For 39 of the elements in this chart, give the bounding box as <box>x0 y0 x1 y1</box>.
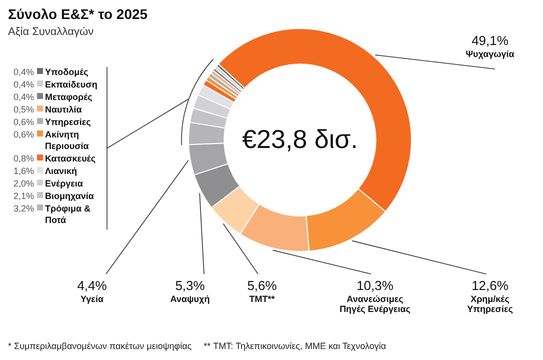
data-label: 0,4% <box>13 80 34 90</box>
chart-title: Σύνολο Ε&Σ* το 2025 <box>8 6 148 22</box>
legend-label: Μεταφορές <box>45 92 93 102</box>
legend-label: Ενέργεια <box>45 178 84 188</box>
legend-label: Υποδομές <box>45 67 89 77</box>
legend-label: Ακίνητη Περιουσία <box>45 130 90 151</box>
data-label: 1,6% <box>13 166 34 176</box>
chart-subtitle: Αξία Συναλλαγών <box>8 26 94 38</box>
data-label: 0,4% <box>13 92 34 102</box>
legend-label: Ναυτιλία <box>45 104 82 114</box>
data-label: 0,6% <box>13 130 34 140</box>
data-label: 5,6% <box>247 278 278 293</box>
legend-label: Εκπαίδευση <box>45 80 98 90</box>
legend-label: Βιομηχανία <box>45 191 94 201</box>
data-label: 0,6% <box>13 117 34 127</box>
data-label: 4,4% <box>77 278 108 293</box>
text: * Συμπεριλαμβανομένων πακέτων μειοψηφίας <box>8 341 192 351</box>
legend-label: Λιανική <box>45 166 78 176</box>
slice-label: Αναψυχή <box>170 294 210 304</box>
data-label: 2,0% <box>13 178 34 188</box>
text: ** TMT: Τηλεπικοινωνίες, ΜΜΕ και Τεχνολογία <box>204 341 386 351</box>
data-label: 2,1% <box>13 191 34 201</box>
data-label: 3,2% <box>13 204 34 214</box>
data-label: 12,6% <box>472 278 509 293</box>
legend-label: Υπηρεσίες <box>45 117 92 127</box>
slice-label: Χρημ/κές Υπηρεσίες <box>467 294 514 314</box>
legend-label: Τρόφιμα & Ποτά <box>45 204 92 225</box>
data-label: 0,8% <box>13 154 34 164</box>
text: €23,8 δισ. <box>241 124 359 155</box>
data-label: 49,1% <box>472 33 509 48</box>
data-label: 10,3% <box>356 278 394 293</box>
data-label: 0,4% <box>13 67 34 77</box>
data-label: 0,5% <box>13 104 34 114</box>
data-label: 5,3% <box>175 278 206 293</box>
legend-label: Κατασκευές <box>45 154 96 164</box>
slice-label: TMT** <box>249 294 276 304</box>
slice-label: Υγεία <box>80 294 104 304</box>
slice-label: Ψυχαγωγία <box>466 49 515 59</box>
slice-label: Ανανεώσιμες Πηγές Ενέργειας <box>340 294 411 314</box>
